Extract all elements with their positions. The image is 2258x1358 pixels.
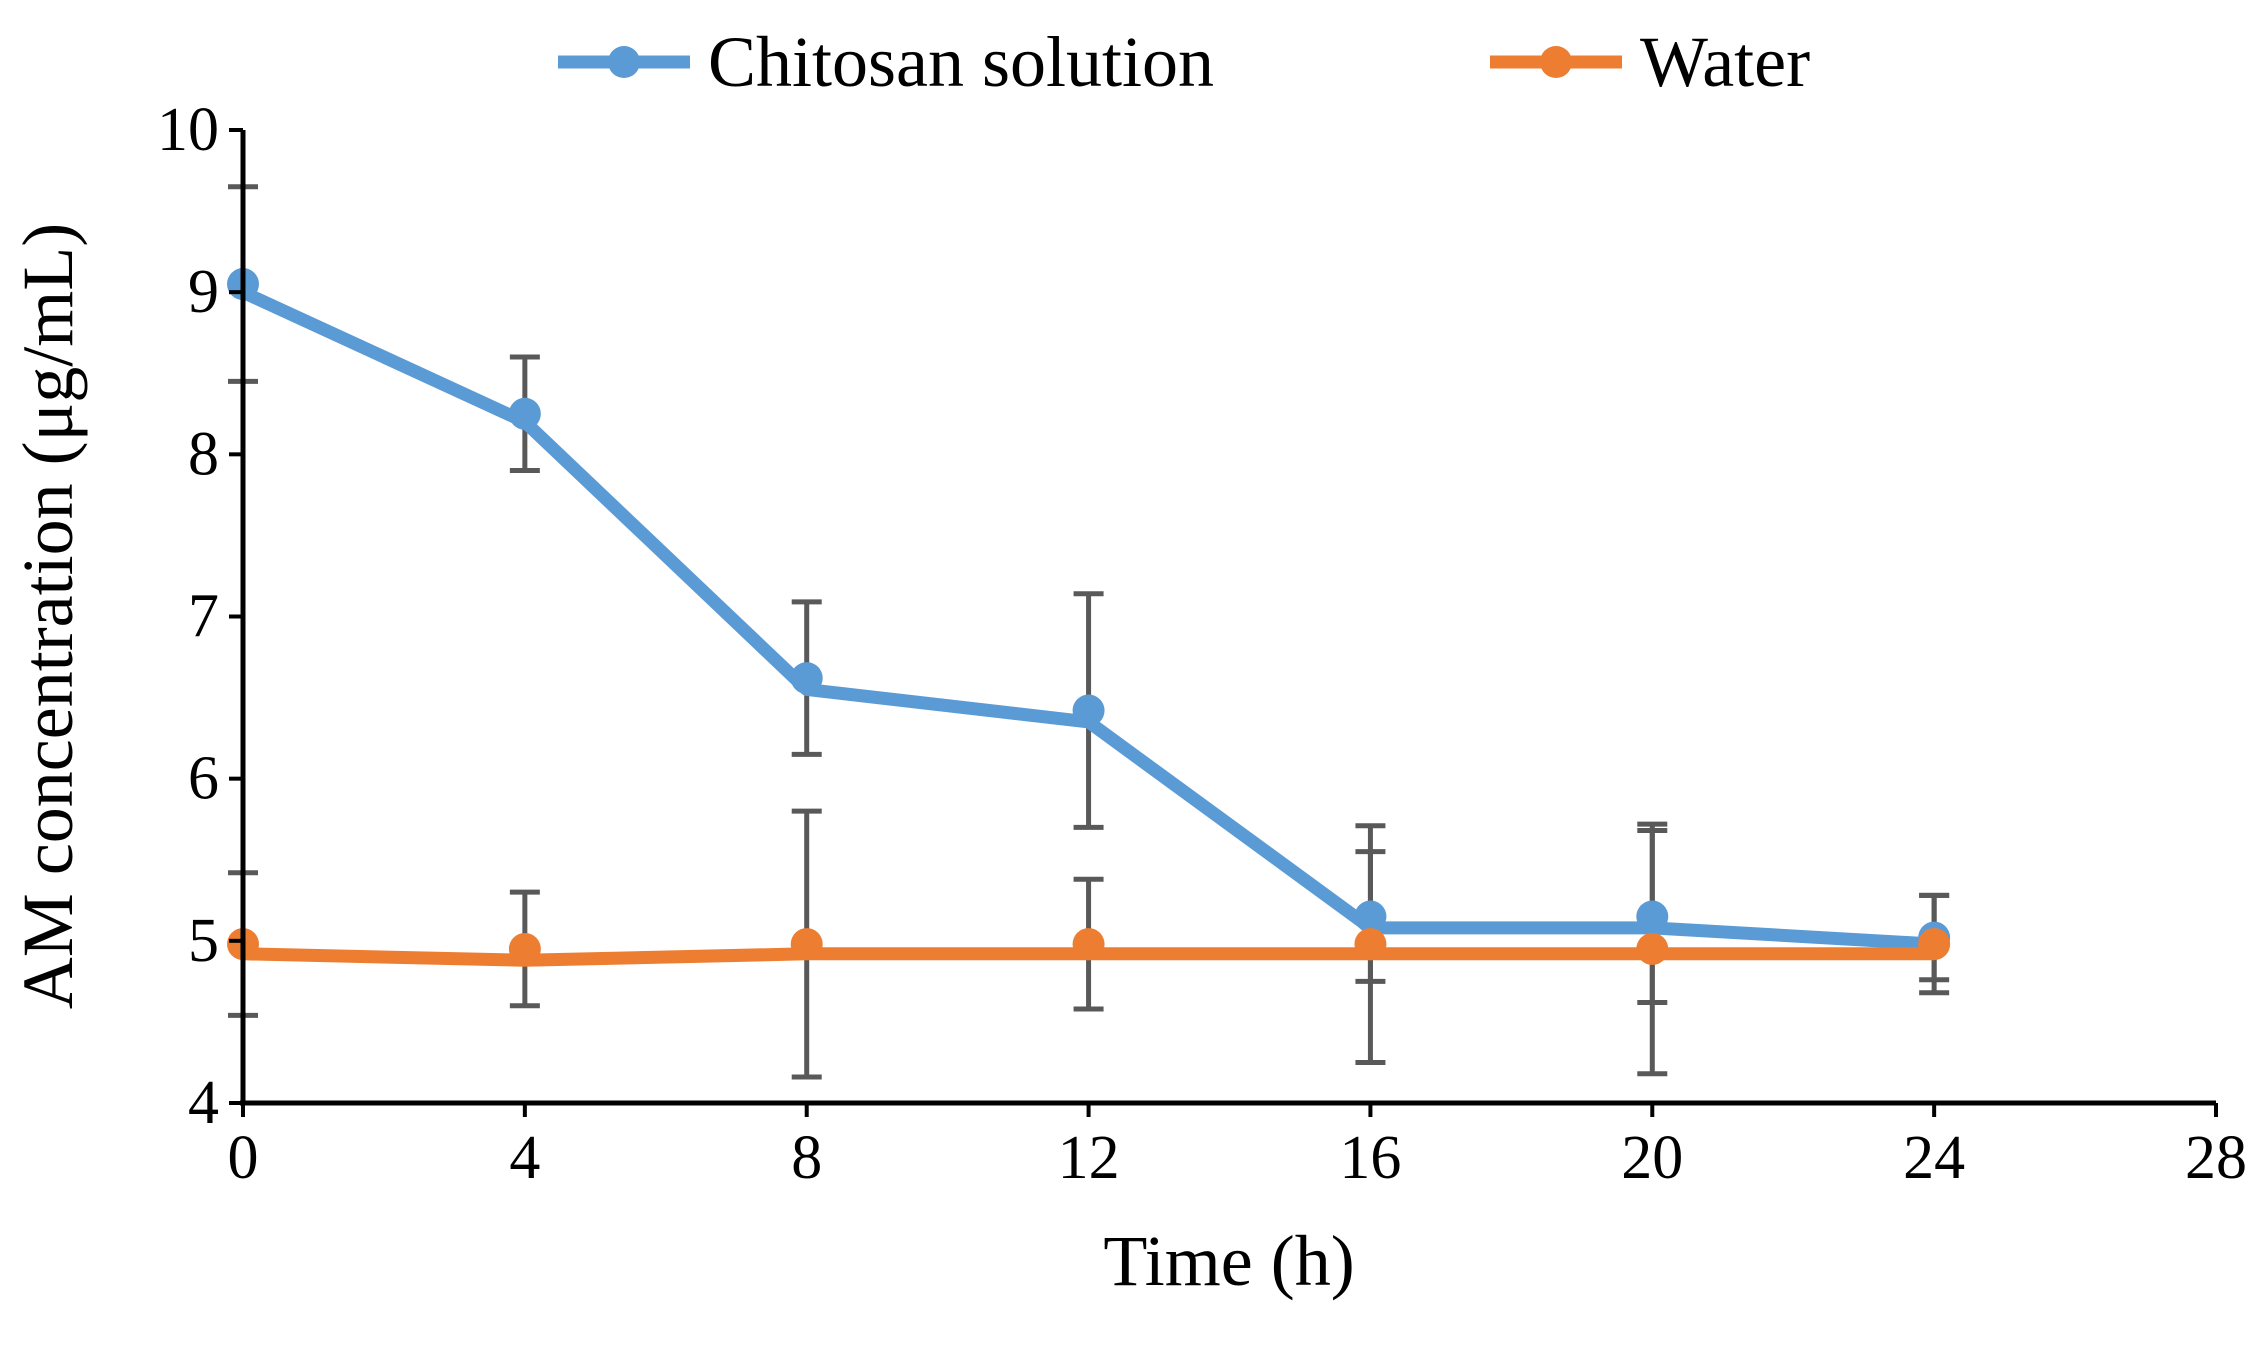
water-point bbox=[790, 928, 823, 961]
x-axis-title: Time (h) bbox=[1103, 1221, 1354, 1301]
x-tick-label: 4 bbox=[509, 1124, 540, 1192]
x-tick-label: 28 bbox=[2185, 1124, 2247, 1192]
x-tick-label: 20 bbox=[1621, 1124, 1683, 1192]
x-tick-label: 0 bbox=[228, 1124, 259, 1192]
chitosan-solution-point bbox=[508, 397, 541, 430]
legend: Chitosan solution Water bbox=[558, 22, 1810, 102]
y-tick-label: 4 bbox=[188, 1069, 219, 1137]
chitosan-solution-point bbox=[1354, 900, 1387, 933]
water-point bbox=[1354, 928, 1387, 961]
x-tick-label: 16 bbox=[1339, 1124, 1401, 1192]
y-tick-label: 9 bbox=[188, 258, 219, 326]
y-tick-label: 6 bbox=[188, 745, 219, 813]
water-point bbox=[508, 932, 541, 965]
legend-chitosan-solution-marker bbox=[608, 46, 640, 78]
x-tick-label: 24 bbox=[1903, 1124, 1965, 1192]
water-point bbox=[1918, 928, 1951, 961]
legend-chitosan-solution-label: Chitosan solution bbox=[708, 22, 1214, 102]
y-tick-label: 8 bbox=[188, 420, 219, 488]
x-tick-label: 8 bbox=[791, 1124, 822, 1192]
x-tick-label: 12 bbox=[1058, 1124, 1120, 1192]
y-axis-title: AM concentration (μg/mL) bbox=[8, 223, 88, 1009]
y-tick-label: 5 bbox=[188, 907, 219, 975]
y-tick-label: 10 bbox=[157, 96, 219, 164]
series-points bbox=[227, 268, 1951, 965]
water-point bbox=[1072, 928, 1105, 961]
legend-water-label: Water bbox=[1640, 22, 1810, 102]
y-tick-label: 7 bbox=[188, 583, 219, 651]
chitosan-solution-point bbox=[1636, 900, 1669, 933]
chitosan-solution-point bbox=[790, 662, 823, 695]
water-point bbox=[1636, 932, 1669, 965]
chitosan-solution-point bbox=[1072, 694, 1105, 727]
legend-water-marker bbox=[1540, 46, 1572, 78]
